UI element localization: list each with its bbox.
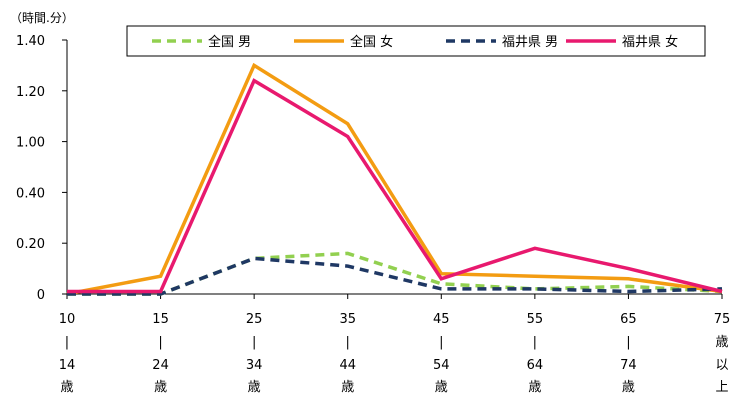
x-category-label-part: 45	[433, 312, 450, 327]
x-category-label-part: 24	[152, 358, 169, 373]
y-tick-label: 0	[37, 288, 45, 303]
series-layer	[66, 62, 723, 296]
x-category-label-part: |	[439, 335, 443, 350]
x-category-label-part: 74	[620, 358, 637, 373]
x-category-label-part: |	[65, 335, 69, 350]
y-tick-label: 1.40	[16, 34, 45, 49]
x-category-label-part: 歳	[341, 380, 354, 394]
x-axis-ticks: 10 | 14 歳 15 | 24 歳 25 | 34 歳 35 | 44 歳 45 | 54 歳 55 | 64 歳 65 | 7…	[59, 294, 731, 394]
x-category-label-part: 64	[527, 358, 544, 373]
x-category-label-part: 34	[246, 358, 263, 373]
y-axis-unit-label: （時間.分）	[10, 11, 74, 25]
series-line-0	[67, 251, 723, 296]
x-category-label-part: 以	[715, 358, 728, 373]
legend-label: 全国 女	[350, 34, 393, 50]
legend-label: 福井県 男	[502, 35, 558, 50]
x-category-label-part: 歳	[60, 380, 73, 394]
x-category-label-part: 75	[714, 312, 731, 327]
y-tick-label: 0.20	[16, 237, 45, 252]
y-tick-label: 0.40	[16, 186, 45, 201]
x-category-label-part: 25	[246, 312, 263, 327]
x-category-label-part: 10	[59, 312, 76, 327]
x-category-label-part: 65	[620, 312, 637, 327]
legend-label: 福井県 女	[622, 34, 678, 50]
x-category-label-part: 44	[339, 358, 356, 373]
series-line-2	[67, 256, 723, 296]
series-line-3	[67, 78, 723, 294]
x-category-label-part: |	[252, 335, 256, 350]
x-category-label-part: 15	[152, 312, 169, 327]
x-category-label-part: 上	[715, 380, 728, 394]
x-category-label-part: 歳	[622, 380, 635, 394]
x-category-label-part: 55	[527, 312, 544, 327]
y-axis-ticks: 0 0.20 0.40 1.00 1.20 1.40	[16, 34, 67, 303]
x-category-label-part: |	[533, 335, 537, 350]
x-category-label-part: 歳	[528, 380, 541, 394]
chart-axes	[66, 40, 722, 295]
x-category-label-part: 歳	[435, 380, 448, 394]
x-category-label-part: 歳	[154, 380, 167, 394]
x-category-label-part: |	[626, 335, 630, 350]
x-category-label-part: 54	[433, 358, 450, 373]
series-line-1	[66, 62, 723, 296]
x-category-label-part: 14	[59, 358, 76, 373]
y-tick-label: 1.20	[16, 85, 45, 100]
x-category-label-part: 歳	[715, 335, 728, 350]
x-category-label-part: 歳	[248, 380, 261, 394]
y-tick-label: 1.00	[16, 136, 45, 151]
x-category-label-part: |	[346, 335, 350, 350]
legend: 全国 男 全国 女 福井県 男 福井県 女	[126, 25, 706, 57]
x-category-label-part: |	[158, 335, 162, 350]
legend-label: 全国 男	[208, 34, 251, 50]
x-category-label-part: 35	[339, 312, 356, 327]
